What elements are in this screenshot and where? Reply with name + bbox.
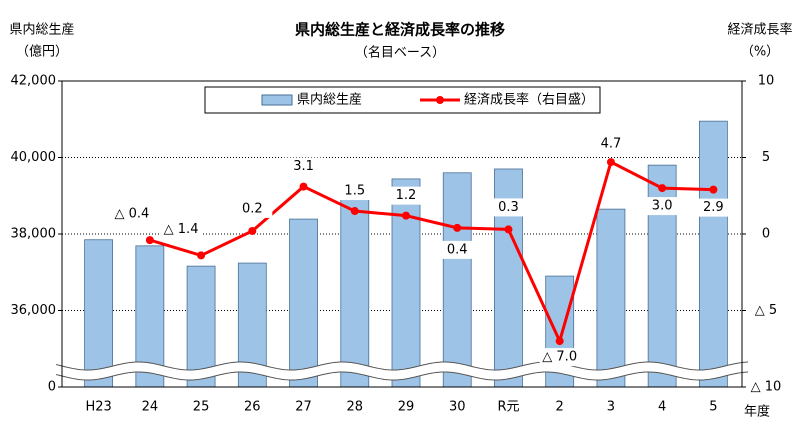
y2-tick-label: 10 bbox=[758, 74, 775, 89]
data-label: 0.3 bbox=[498, 200, 519, 215]
growth-point bbox=[145, 236, 154, 245]
growth-point bbox=[248, 226, 257, 235]
growth-point bbox=[402, 211, 410, 220]
data-label-bg bbox=[161, 220, 202, 239]
legend-swatch bbox=[261, 94, 293, 106]
data-label-bg bbox=[437, 240, 478, 259]
y2-tick-label: 0 bbox=[762, 227, 770, 242]
x-tick-label: 3 bbox=[607, 400, 615, 415]
x-tick-label: 27 bbox=[295, 400, 312, 415]
x-tick-label: 4 bbox=[658, 400, 666, 415]
data-label-bg bbox=[111, 205, 152, 224]
data-label: △ 1.4 bbox=[164, 222, 199, 237]
legend-swatch bbox=[436, 96, 444, 104]
growth-point bbox=[299, 182, 308, 191]
y-tick-label: 36,000 bbox=[11, 303, 57, 318]
x-tick-label: 2 bbox=[556, 400, 564, 415]
y-tick-label: 38,000 bbox=[11, 227, 57, 242]
y2-axis-label: （%） bbox=[741, 45, 779, 60]
data-label: △ 0.4 bbox=[114, 207, 149, 222]
data-label: 1.5 bbox=[344, 184, 365, 199]
chart-title: 県内総生産と経済成長率の推移 bbox=[295, 21, 505, 39]
data-label-bg bbox=[232, 199, 273, 218]
x-tick-label: H23 bbox=[85, 400, 111, 415]
growth-point bbox=[504, 225, 513, 234]
y2-tick-label: △ 10 bbox=[751, 380, 782, 395]
data-label-bg bbox=[386, 186, 426, 205]
x-tick-label: 28 bbox=[346, 400, 363, 415]
chart-subtitle: （名目ベース） bbox=[355, 45, 445, 61]
data-label-bg bbox=[283, 157, 324, 176]
axis-break bbox=[56, 362, 748, 380]
data-label: 0.4 bbox=[447, 242, 468, 257]
y-tick-label: 42,000 bbox=[11, 74, 57, 89]
growth-point bbox=[709, 185, 718, 194]
data-label: 4.7 bbox=[601, 137, 622, 152]
bar bbox=[391, 178, 421, 388]
growth-point bbox=[606, 158, 615, 167]
y2-tick-label: △ 5 bbox=[755, 303, 777, 318]
y-axis-label: （億円） bbox=[16, 44, 68, 60]
y2-axis-label: 経済成長率 bbox=[727, 22, 792, 38]
data-label-bg bbox=[590, 135, 631, 154]
data-label: 2.9 bbox=[703, 200, 724, 215]
data-label-bg bbox=[488, 198, 529, 217]
growth-point bbox=[555, 337, 564, 346]
x-tick-label: 5 bbox=[709, 400, 717, 415]
x-tick-label: 24 bbox=[142, 400, 159, 415]
data-label: 0.2 bbox=[242, 201, 263, 216]
data-label: △ 7.0 bbox=[542, 350, 577, 365]
legend-label: 県内総生産 bbox=[297, 92, 362, 108]
y-tick-label: 40,000 bbox=[11, 150, 57, 165]
data-label: 3.1 bbox=[293, 159, 314, 174]
bar bbox=[698, 120, 728, 388]
growth-point bbox=[453, 223, 462, 232]
axis-break-line bbox=[55, 361, 749, 371]
y2-tick-label: 5 bbox=[762, 150, 770, 165]
x-tick-label: R元 bbox=[497, 400, 519, 415]
x-axis-label: 年度 bbox=[744, 404, 770, 420]
data-label-bg bbox=[539, 348, 580, 367]
x-tick-label: 30 bbox=[449, 400, 466, 415]
y-tick-label: 0 bbox=[48, 380, 56, 395]
x-tick-label: 25 bbox=[193, 400, 210, 415]
growth-point bbox=[658, 184, 667, 193]
bar bbox=[596, 208, 626, 388]
data-label-bg bbox=[334, 182, 375, 201]
bar bbox=[340, 196, 370, 388]
data-label: 1.2 bbox=[396, 188, 417, 203]
data-label: 3.0 bbox=[652, 199, 673, 214]
axis-break-line bbox=[55, 371, 749, 381]
growth-point bbox=[197, 251, 206, 260]
data-label-bg bbox=[642, 197, 683, 216]
data-label-bg bbox=[693, 198, 734, 217]
x-tick-label: 29 bbox=[398, 400, 415, 415]
growth-line bbox=[149, 159, 714, 346]
plot-frame bbox=[61, 80, 743, 388]
y-axis-label: 県内総生産 bbox=[9, 22, 74, 38]
growth-point bbox=[350, 207, 359, 216]
bar bbox=[84, 239, 114, 388]
x-tick-label: 26 bbox=[244, 400, 261, 415]
bar bbox=[289, 218, 318, 388]
bar bbox=[442, 172, 472, 388]
legend-label: 経済成長率（右目盛） bbox=[464, 92, 594, 108]
